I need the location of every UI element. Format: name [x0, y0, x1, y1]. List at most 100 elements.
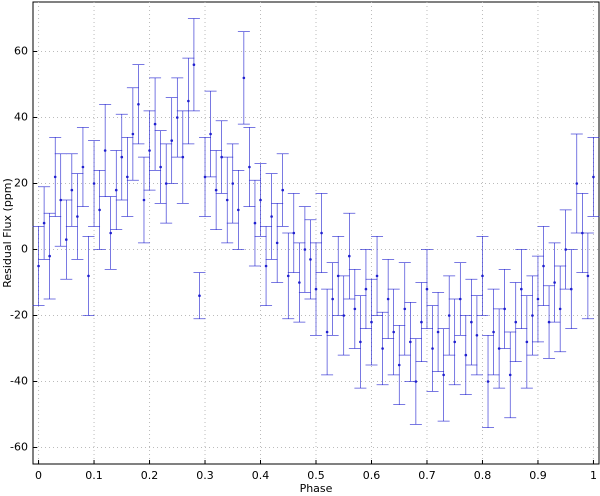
data-point [286, 274, 290, 278]
y-tick-label: 40 [14, 111, 28, 124]
data-point [331, 297, 334, 301]
data-point [436, 330, 440, 334]
data-point [542, 264, 545, 268]
data-point [514, 320, 518, 324]
data-point [70, 188, 74, 192]
data-point [253, 221, 257, 225]
x-tick-label: 0.8 [474, 469, 492, 482]
data-point [470, 320, 473, 324]
data-point [231, 182, 235, 185]
data-point [492, 330, 495, 334]
data-point [503, 307, 506, 311]
data-point [458, 297, 462, 301]
data-point [520, 287, 523, 291]
data-point [126, 175, 129, 179]
y-tick-label: 0 [21, 243, 28, 256]
data-point [87, 274, 90, 278]
data-point [309, 258, 312, 261]
data-point [225, 198, 229, 202]
data-point [525, 340, 529, 344]
data-point [187, 99, 190, 103]
data-point [320, 231, 323, 235]
data-point [198, 294, 201, 298]
data-point [370, 320, 373, 324]
data-point [592, 175, 595, 179]
data-point [153, 122, 157, 126]
x-tick-label: 0.1 [85, 469, 103, 482]
x-tick-label: 0.3 [196, 469, 214, 482]
data-point [81, 165, 85, 169]
data-point [148, 149, 151, 152]
data-point [381, 347, 384, 350]
data-point [586, 274, 590, 278]
data-point [347, 254, 351, 258]
data-point [536, 297, 540, 301]
data-point [264, 264, 268, 268]
data-point [237, 208, 240, 212]
data-point [159, 165, 162, 169]
data-point [325, 330, 329, 334]
data-point [292, 231, 296, 235]
data-point [109, 231, 112, 235]
data-point [137, 103, 140, 106]
x-axis-label: Phase [300, 482, 333, 495]
data-point [558, 307, 562, 311]
data-point [486, 380, 490, 383]
data-point [98, 208, 101, 212]
data-point [531, 314, 534, 317]
data-point [442, 373, 445, 377]
data-point [553, 281, 556, 284]
data-point [359, 340, 362, 344]
data-point [114, 188, 118, 192]
x-tick-label: 0.2 [141, 469, 159, 482]
data-point [209, 132, 212, 136]
x-tick-label: 0.6 [363, 469, 381, 482]
data-point [342, 314, 346, 317]
data-point [569, 287, 573, 291]
data-point [270, 215, 273, 218]
data-point [242, 76, 246, 80]
data-point [53, 175, 57, 179]
y-tick-label: -60 [10, 441, 28, 454]
data-point [575, 182, 579, 185]
data-point [42, 221, 46, 225]
data-point [447, 314, 451, 317]
data-point [275, 241, 279, 245]
data-point [181, 155, 185, 159]
data-point [64, 238, 68, 241]
data-point [386, 297, 390, 301]
data-point [103, 149, 107, 152]
data-point [475, 334, 479, 337]
data-point [92, 182, 96, 185]
data-point [37, 264, 40, 268]
y-tick-label: 20 [14, 177, 28, 190]
x-tick-label: 0.4 [252, 469, 270, 482]
data-point [481, 274, 484, 278]
data-point [414, 380, 418, 383]
data-point [375, 274, 379, 278]
data-point [175, 116, 179, 119]
data-point [353, 307, 357, 311]
x-tick-label: 0.7 [418, 469, 436, 482]
data-point [192, 63, 196, 66]
y-tick-label: 60 [14, 45, 28, 58]
x-tick-label: 1 [590, 469, 597, 482]
data-point [508, 373, 512, 377]
data-point [259, 198, 262, 202]
data-point [120, 155, 124, 159]
data-point [453, 340, 457, 344]
data-point [298, 281, 301, 284]
data-point [409, 340, 412, 344]
data-point [76, 215, 79, 218]
x-tick-label: 0.5 [307, 469, 325, 482]
data-point [214, 188, 218, 192]
y-axis-label: Residual Flux (ppm) [1, 178, 14, 288]
data-point [303, 248, 307, 251]
data-point [142, 198, 146, 202]
data-point [431, 347, 434, 350]
data-point [48, 254, 51, 258]
data-point [464, 353, 468, 357]
x-tick-label: 0 [35, 469, 42, 482]
data-point [403, 307, 407, 311]
